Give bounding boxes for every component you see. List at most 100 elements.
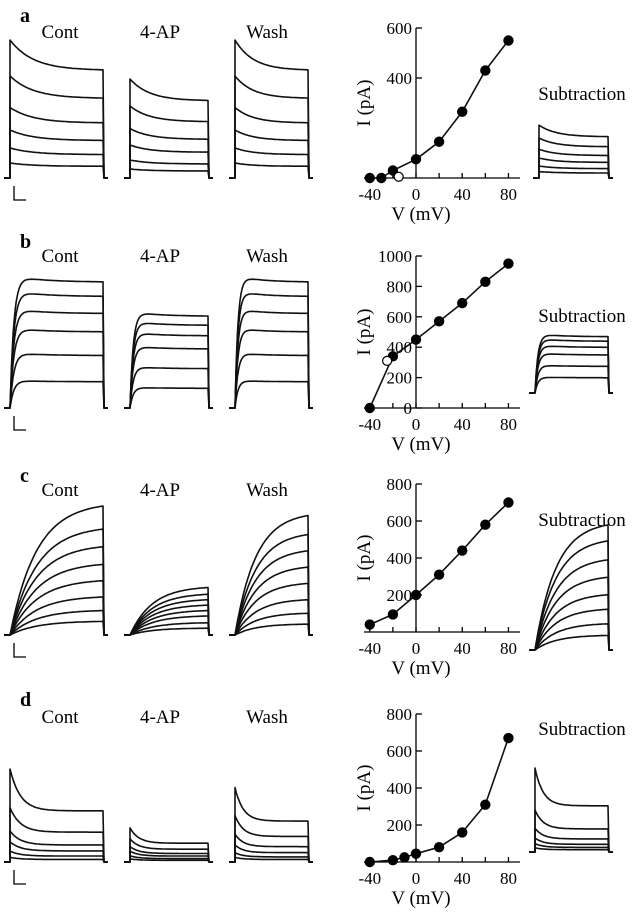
panel-letter: d — [20, 689, 31, 711]
current-trace-ap — [124, 346, 213, 409]
subtraction-trace — [529, 827, 613, 853]
y-tick-label: 200 — [387, 586, 413, 605]
trace-label-wash: Wash — [246, 246, 288, 267]
y-tick-label: 600 — [387, 742, 413, 761]
data-point — [457, 827, 468, 838]
data-point — [503, 497, 514, 508]
current-trace-ap — [124, 127, 213, 179]
data-point — [387, 854, 399, 866]
x-tick-label: 0 — [412, 869, 421, 888]
trace-label-cont: Cont — [42, 707, 80, 728]
current-trace-cont — [4, 620, 108, 636]
y-axis-label: I (pA) — [354, 765, 375, 812]
current-trace-ap — [124, 367, 213, 409]
current-trace-cont — [4, 850, 108, 863]
current-trace-wash — [229, 598, 313, 636]
current-trace-wash — [229, 129, 313, 179]
subtraction-trace — [529, 576, 613, 651]
x-tick-label: 0 — [412, 415, 421, 434]
data-point — [376, 172, 387, 184]
subtraction-trace — [529, 365, 613, 394]
current-trace-wash — [229, 39, 313, 179]
panel-letter: a — [20, 5, 30, 27]
current-trace-ap — [124, 168, 213, 179]
x-tick-label: -40 — [358, 185, 381, 204]
scale-bar — [13, 870, 26, 885]
current-trace-cont — [4, 329, 108, 409]
subtraction-trace — [529, 842, 613, 853]
data-point — [480, 276, 491, 288]
subtraction-trace — [533, 137, 613, 179]
y-axis-label: I (pA) — [354, 80, 375, 127]
current-trace-cont — [4, 129, 108, 179]
subtraction-trace — [529, 847, 613, 853]
y-axis-label: I (pA) — [354, 535, 375, 582]
current-trace-ap — [124, 105, 213, 179]
current-trace-cont — [4, 293, 108, 409]
trace-label-wash: Wash — [246, 22, 288, 43]
current-trace-ap — [124, 586, 213, 636]
current-trace-ap — [124, 838, 213, 863]
current-trace-ap — [124, 622, 213, 636]
current-trace-wash — [229, 293, 313, 409]
y-tick-label: 800 — [387, 277, 413, 296]
subtraction-trace — [529, 339, 613, 394]
subtraction-trace — [529, 353, 613, 394]
current-trace-ap — [124, 850, 213, 863]
data-point — [410, 334, 422, 345]
current-trace-cont — [4, 353, 108, 409]
current-trace-wash — [229, 514, 313, 636]
y-tick-label: 600 — [387, 19, 413, 38]
subtraction-trace — [529, 608, 613, 651]
current-trace-wash — [229, 353, 313, 409]
subtraction-trace — [533, 148, 613, 179]
x-tick-label: -40 — [358, 639, 381, 658]
current-trace-cont — [4, 579, 108, 636]
current-trace-cont — [4, 380, 108, 409]
subtraction-label: Subtraction — [538, 84, 626, 105]
subtraction-trace — [529, 809, 613, 853]
current-trace-ap — [124, 855, 213, 863]
open-data-point — [393, 171, 404, 182]
current-trace-cont — [4, 596, 108, 636]
data-point — [480, 799, 491, 810]
current-trace-cont — [4, 528, 108, 636]
current-trace-ap — [124, 322, 213, 409]
data-point — [364, 619, 375, 630]
current-trace-ap — [124, 627, 213, 636]
current-trace-ap — [124, 827, 213, 863]
current-trace-cont — [4, 75, 108, 179]
current-trace-wash — [229, 75, 313, 179]
subtraction-label: Subtraction — [538, 719, 626, 740]
data-point — [480, 65, 491, 76]
x-tick-label: 40 — [454, 639, 471, 658]
current-trace-cont — [4, 505, 108, 636]
current-trace-ap — [124, 387, 213, 409]
current-trace-ap — [124, 615, 213, 636]
current-trace-cont — [4, 807, 108, 863]
open-data-point — [382, 355, 393, 366]
subtraction-trace — [529, 524, 613, 651]
y-axis-label: I (pA) — [354, 309, 375, 356]
data-point — [399, 852, 410, 863]
subtraction-trace — [529, 634, 613, 651]
data-point — [480, 519, 491, 530]
scale-bar — [13, 416, 26, 431]
data-point — [387, 609, 399, 620]
x-axis-label: V (mV) — [391, 888, 450, 909]
current-trace-ap — [124, 593, 213, 636]
current-trace-cont — [4, 768, 108, 863]
current-trace-cont — [4, 147, 108, 179]
data-point — [457, 297, 468, 309]
x-tick-label: 80 — [500, 185, 517, 204]
panel-letter: c — [20, 465, 29, 487]
subtraction-trace — [533, 165, 613, 179]
y-tick-label: 400 — [387, 779, 413, 798]
scale-bar — [13, 186, 26, 201]
current-trace-wash — [229, 162, 313, 179]
current-trace-ap — [124, 845, 213, 863]
current-trace-wash — [229, 612, 313, 636]
y-tick-label: 600 — [387, 512, 413, 531]
data-point — [410, 848, 422, 859]
